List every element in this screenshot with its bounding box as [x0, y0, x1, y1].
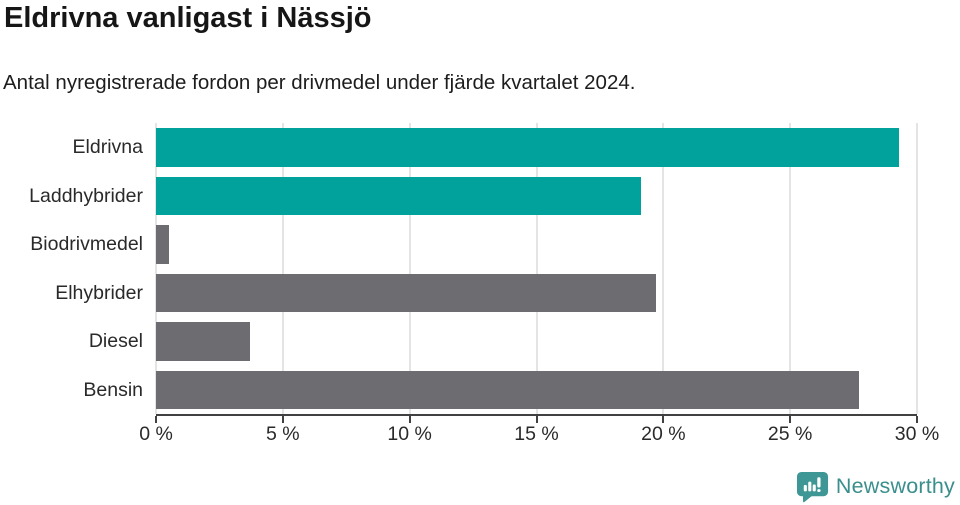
chart-subtitle: Antal nyregistrerade fordon per drivmede…	[3, 71, 636, 94]
bar-bensin	[156, 370, 859, 409]
x-axis-tick	[535, 416, 538, 423]
gridline	[535, 123, 538, 414]
category-label: Biodrivmedel	[30, 233, 143, 255]
gridline	[789, 123, 792, 414]
gridline	[155, 123, 157, 414]
bar-row	[156, 220, 917, 269]
x-axis-tick-label: 15 %	[514, 423, 559, 445]
category-label: Bensin	[83, 378, 143, 401]
x-axis-tick	[916, 416, 918, 423]
bar-row	[156, 269, 917, 318]
x-axis-tick-label: 25 %	[767, 423, 813, 445]
category-label: Diesel	[88, 330, 143, 352]
category-label: Elhybrider	[55, 281, 143, 304]
gridline	[408, 123, 411, 414]
newsworthy-brand-name: Newsworthy	[835, 474, 955, 498]
x-axis-tick-label: 5 %	[266, 423, 300, 445]
gridline	[916, 123, 918, 414]
bar-row	[156, 366, 917, 415]
plot-area	[155, 123, 918, 423]
chart-title: Eldrivna vanligast i Nässjö	[4, 2, 372, 34]
bar-laddhybrider	[156, 176, 641, 215]
bar-diesel	[156, 322, 250, 361]
x-axis-tick	[789, 416, 792, 423]
bar-elhybrider	[156, 273, 656, 312]
x-axis-tick-label: 10 %	[387, 423, 432, 445]
gridline	[281, 123, 284, 414]
category-axis: Eldrivna Laddhybrider Biodrivmedel Elhybrid…	[0, 123, 143, 414]
bar-eldrivna	[156, 128, 900, 167]
gridline	[662, 123, 665, 414]
newsworthy-logo-icon	[796, 471, 828, 503]
x-axis-tick	[408, 416, 411, 423]
category-label: Laddhybrider	[29, 184, 143, 207]
category-label: Eldrivna	[72, 136, 143, 158]
x-axis-tick	[155, 416, 157, 423]
x-axis-tick-label: 0 %	[139, 423, 173, 445]
bar-biodrivmedel	[156, 225, 169, 264]
bar-row	[156, 123, 917, 172]
bar-row	[156, 172, 917, 221]
newsworthy-brand: Newsworthy	[796, 470, 955, 503]
x-axis-tick-label: 20 %	[641, 423, 686, 445]
x-axis-tick-label: 30 %	[894, 423, 940, 445]
x-axis-tick	[281, 416, 284, 423]
x-axis-tick	[662, 416, 665, 423]
bar-row	[156, 317, 917, 366]
